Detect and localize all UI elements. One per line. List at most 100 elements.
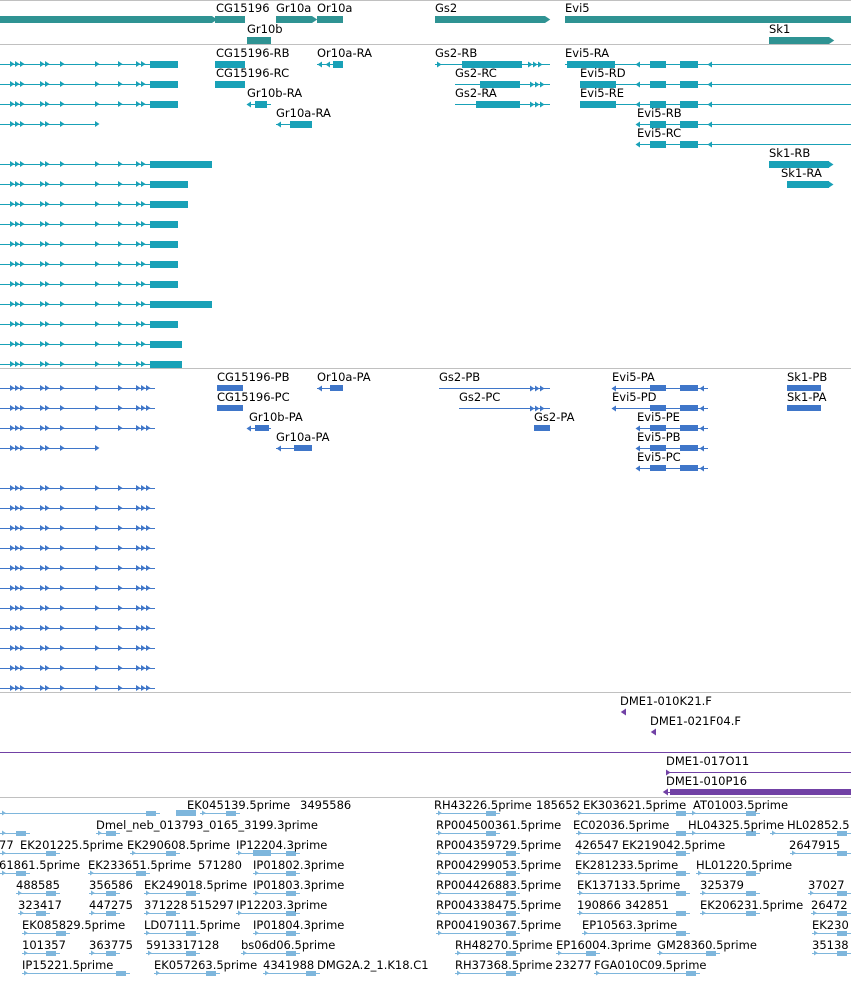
cds-block[interactable] bbox=[150, 81, 178, 88]
est-label[interactable]: 515297 bbox=[190, 898, 234, 912]
transcript-label[interactable]: Gr10a-RA bbox=[276, 106, 331, 120]
gene-label-gs2[interactable]: Gs2 bbox=[435, 1, 458, 15]
est-label[interactable]: 426547 bbox=[575, 838, 619, 852]
protein-label[interactable]: Gs2-PA bbox=[534, 410, 575, 424]
est-block[interactable] bbox=[506, 971, 516, 976]
gene-label-sk1[interactable]: Sk1 bbox=[769, 22, 791, 36]
est-label[interactable]: DMG2A.2_1.K18.C1 bbox=[317, 958, 429, 972]
est-block[interactable] bbox=[106, 951, 116, 956]
est-block[interactable] bbox=[486, 811, 496, 816]
est-block[interactable] bbox=[286, 891, 296, 896]
exon-block[interactable] bbox=[330, 385, 343, 391]
exon-block[interactable] bbox=[650, 385, 666, 391]
cds-block[interactable] bbox=[150, 221, 178, 228]
exon-block[interactable] bbox=[290, 121, 312, 128]
exon-block[interactable] bbox=[333, 61, 343, 68]
gene-bar[interactable] bbox=[435, 16, 545, 23]
exon-block[interactable] bbox=[680, 465, 698, 471]
est-block[interactable] bbox=[46, 891, 56, 896]
exon-block[interactable] bbox=[462, 61, 522, 68]
est-label[interactable]: EK219042.5prime bbox=[622, 838, 726, 852]
est-block[interactable] bbox=[46, 951, 56, 956]
cds-block[interactable] bbox=[150, 301, 212, 308]
est-label[interactable]: RH48270.5prime bbox=[455, 938, 553, 952]
est-block[interactable] bbox=[746, 871, 756, 876]
transcript-label[interactable]: Evi5-RC bbox=[637, 126, 682, 140]
protein-label[interactable]: Sk1-PB bbox=[787, 370, 828, 384]
est-block[interactable] bbox=[166, 911, 176, 916]
clone-label[interactable]: DME1-017O11 bbox=[666, 754, 750, 768]
exon-block[interactable] bbox=[680, 101, 698, 108]
exon-block[interactable] bbox=[769, 161, 829, 168]
est-block[interactable] bbox=[306, 971, 316, 976]
gene-bar[interactable] bbox=[215, 16, 245, 23]
est-block[interactable] bbox=[506, 891, 516, 896]
est-label[interactable]: RP004359729.5prime bbox=[436, 838, 562, 852]
est-label[interactable]: IP12203.3prime bbox=[236, 898, 328, 912]
est-block[interactable] bbox=[676, 891, 686, 896]
exon-block[interactable] bbox=[534, 425, 550, 431]
exon-block[interactable] bbox=[580, 101, 616, 108]
est-label[interactable]: FGA010C09.5prime bbox=[594, 958, 707, 972]
est-label[interactable]: EK206231.5prime bbox=[700, 898, 804, 912]
est-block[interactable] bbox=[837, 851, 847, 856]
exon-block[interactable] bbox=[680, 141, 698, 148]
est-label[interactable]: EK249018.5prime bbox=[144, 878, 248, 892]
est-label[interactable]: EK057263.5prime bbox=[154, 958, 258, 972]
est-label[interactable]: 363775 bbox=[89, 938, 133, 952]
gene-bar[interactable] bbox=[317, 16, 343, 23]
est-label[interactable]: EK137133.5prime bbox=[577, 878, 681, 892]
est-block[interactable] bbox=[16, 871, 26, 876]
protein-label[interactable]: Evi5-PB bbox=[637, 430, 681, 444]
exon-block[interactable] bbox=[650, 425, 666, 431]
protein-label[interactable]: Gr10b-PA bbox=[249, 410, 303, 424]
est-block[interactable] bbox=[746, 831, 756, 836]
exon-block[interactable] bbox=[680, 61, 698, 68]
est-block[interactable] bbox=[706, 951, 716, 956]
exon-block[interactable] bbox=[650, 121, 666, 128]
est-label[interactable]: 61861.5prime bbox=[0, 858, 81, 872]
est-block[interactable] bbox=[116, 971, 126, 976]
clone-label[interactable]: DME1-010P16 bbox=[666, 774, 748, 788]
exon-block[interactable] bbox=[253, 850, 271, 856]
est-label[interactable]: EK230 bbox=[812, 918, 849, 932]
est-label[interactable]: EK303621.5prime bbox=[583, 798, 687, 812]
cds-block[interactable] bbox=[150, 321, 178, 328]
exon-block[interactable] bbox=[217, 385, 243, 391]
exon-block[interactable] bbox=[217, 405, 243, 411]
est-label[interactable]: RP004299053.5prime bbox=[436, 858, 562, 872]
transcript-label[interactable]: Gr10b-RA bbox=[247, 86, 303, 100]
est-block[interactable] bbox=[746, 911, 756, 916]
est-label[interactable]: RP004338475.5prime bbox=[436, 898, 562, 912]
cds-block[interactable] bbox=[150, 281, 178, 288]
est-label[interactable]: RP004426883.5prime bbox=[436, 878, 562, 892]
est-label[interactable]: EK290608.5prime bbox=[127, 838, 231, 852]
est-block[interactable] bbox=[837, 911, 847, 916]
transcript-label[interactable]: CG15196-RC bbox=[216, 66, 290, 80]
est-block[interactable] bbox=[746, 811, 756, 816]
transcript-label[interactable]: Evi5-RA bbox=[565, 46, 610, 60]
transcript-label[interactable]: Or10a-RA bbox=[317, 46, 373, 60]
est-label[interactable]: AT01003.5prime bbox=[693, 798, 789, 812]
est-block[interactable] bbox=[837, 951, 847, 956]
est-label[interactable]: EK281233.5prime bbox=[575, 858, 679, 872]
est-block[interactable] bbox=[46, 851, 56, 856]
est-block[interactable] bbox=[146, 811, 156, 816]
protein-label[interactable]: CG15196-PB bbox=[217, 370, 290, 384]
est-block[interactable] bbox=[106, 891, 116, 896]
exon-block[interactable] bbox=[680, 405, 698, 411]
est-label[interactable]: 26472 bbox=[811, 898, 848, 912]
transcript-label[interactable]: Gs2-RB bbox=[435, 46, 478, 60]
gene-label-gr10a[interactable]: Gr10a bbox=[276, 1, 312, 15]
cds-block[interactable] bbox=[150, 361, 182, 368]
exon-block[interactable] bbox=[650, 61, 666, 68]
exon-block[interactable] bbox=[670, 789, 851, 795]
exon-block[interactable] bbox=[567, 61, 615, 68]
est-block[interactable] bbox=[506, 871, 516, 876]
gene-bar[interactable] bbox=[769, 37, 829, 44]
cds-block[interactable] bbox=[150, 181, 188, 188]
cds-block[interactable] bbox=[150, 101, 178, 108]
exon-block[interactable] bbox=[680, 385, 698, 391]
est-label[interactable]: 23277 bbox=[555, 958, 592, 972]
gene-bar[interactable] bbox=[0, 16, 212, 23]
